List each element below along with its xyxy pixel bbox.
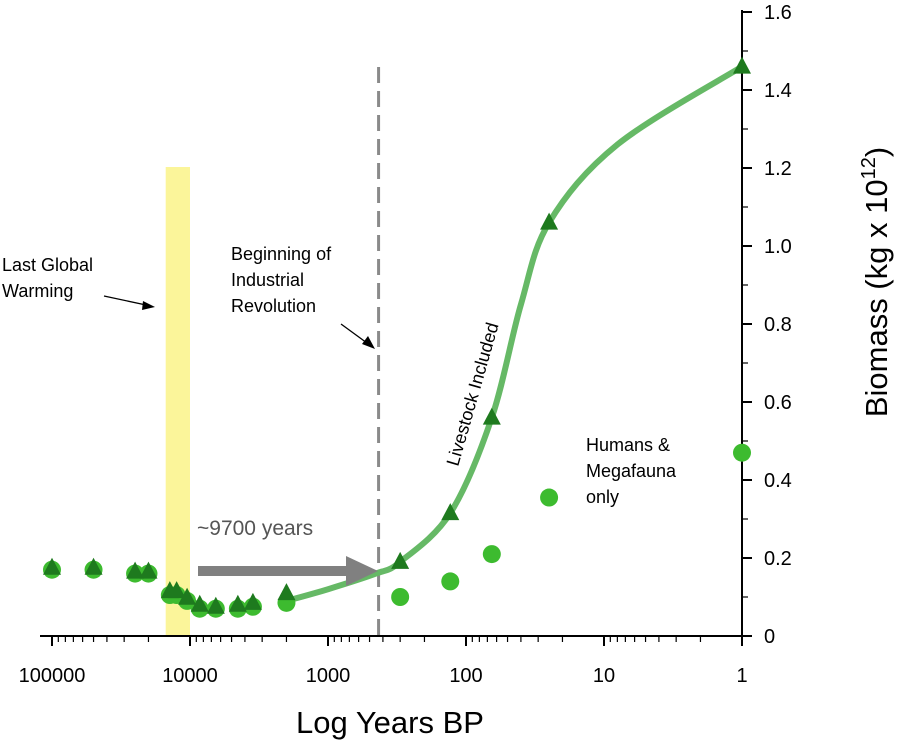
y-tick-label: 0.8 — [764, 314, 792, 336]
humans-megafauna-point — [540, 488, 559, 507]
x-tick-label: 100000 — [19, 665, 86, 687]
livestock-point — [206, 596, 225, 614]
y-axis-title: Biomass (kg x 1012) — [858, 147, 894, 417]
gap-arrow-head — [346, 556, 378, 586]
humans-megafauna-point — [441, 572, 460, 591]
livestock-point — [167, 581, 186, 599]
last-warming-pointer-head — [142, 301, 155, 310]
y-axis-title-exponent: 12 — [858, 157, 880, 179]
livestock-point — [733, 56, 751, 74]
livestock-point — [126, 561, 145, 579]
livestock-point — [277, 583, 296, 601]
humans-megafauna-point — [482, 545, 501, 564]
y-tick-label: 0.6 — [764, 392, 792, 414]
livestock-label: Livestock Included — [443, 320, 503, 468]
livestock-point — [391, 551, 410, 569]
x-tick-label: 10000 — [162, 665, 218, 687]
x-axis-title: Log Years BP — [296, 705, 484, 740]
industrial-label: Revolution — [231, 296, 316, 316]
humans-megafauna-label: Humans & — [586, 435, 670, 455]
livestock-point — [540, 212, 559, 230]
industrial-label: Beginning of — [231, 244, 332, 264]
livestock-point — [190, 594, 209, 612]
humans-megafauna-point — [733, 443, 751, 462]
last-warming-label: Warming — [2, 281, 73, 301]
last-warming-pointer — [103, 295, 147, 306]
livestock-point — [139, 561, 158, 579]
industrial-pointer — [340, 323, 368, 344]
humans-megafauna-label: Megafauna — [586, 461, 677, 481]
livestock-point — [84, 557, 103, 575]
y-tick-label: 1.2 — [764, 158, 792, 180]
x-tick-label: 1000 — [306, 665, 351, 687]
last-global-warming-band — [165, 167, 190, 636]
humans-megafauna-point — [391, 588, 410, 606]
y-axis-title-main: Biomass (kg x 10 — [859, 179, 894, 417]
livestock-point — [243, 592, 262, 610]
livestock-point — [228, 594, 247, 612]
y-tick-label: 1.6 — [764, 2, 792, 24]
livestock-point — [482, 407, 501, 425]
last-warming-label: Last Global — [2, 255, 93, 275]
y-tick-label: 0.2 — [764, 548, 792, 570]
x-tick-label: 100 — [449, 665, 482, 687]
industrial-label: Industrial — [231, 270, 304, 290]
y-tick-label: 0.4 — [764, 470, 792, 492]
livestock-point — [178, 587, 197, 605]
y-tick-label: 1.4 — [764, 80, 792, 102]
y-tick-label: 0 — [764, 626, 775, 648]
x-tick-label: 1 — [736, 665, 747, 687]
livestock-point — [43, 557, 61, 575]
livestock-point — [441, 503, 460, 521]
gap-label: ~9700 years — [197, 517, 313, 540]
humans-megafauna-label: only — [586, 487, 619, 507]
y-tick-label: 1.0 — [764, 236, 792, 258]
industrial-pointer-head — [362, 336, 375, 349]
y-axis-title-close: ) — [859, 147, 894, 157]
x-tick-label: 10 — [593, 665, 615, 687]
